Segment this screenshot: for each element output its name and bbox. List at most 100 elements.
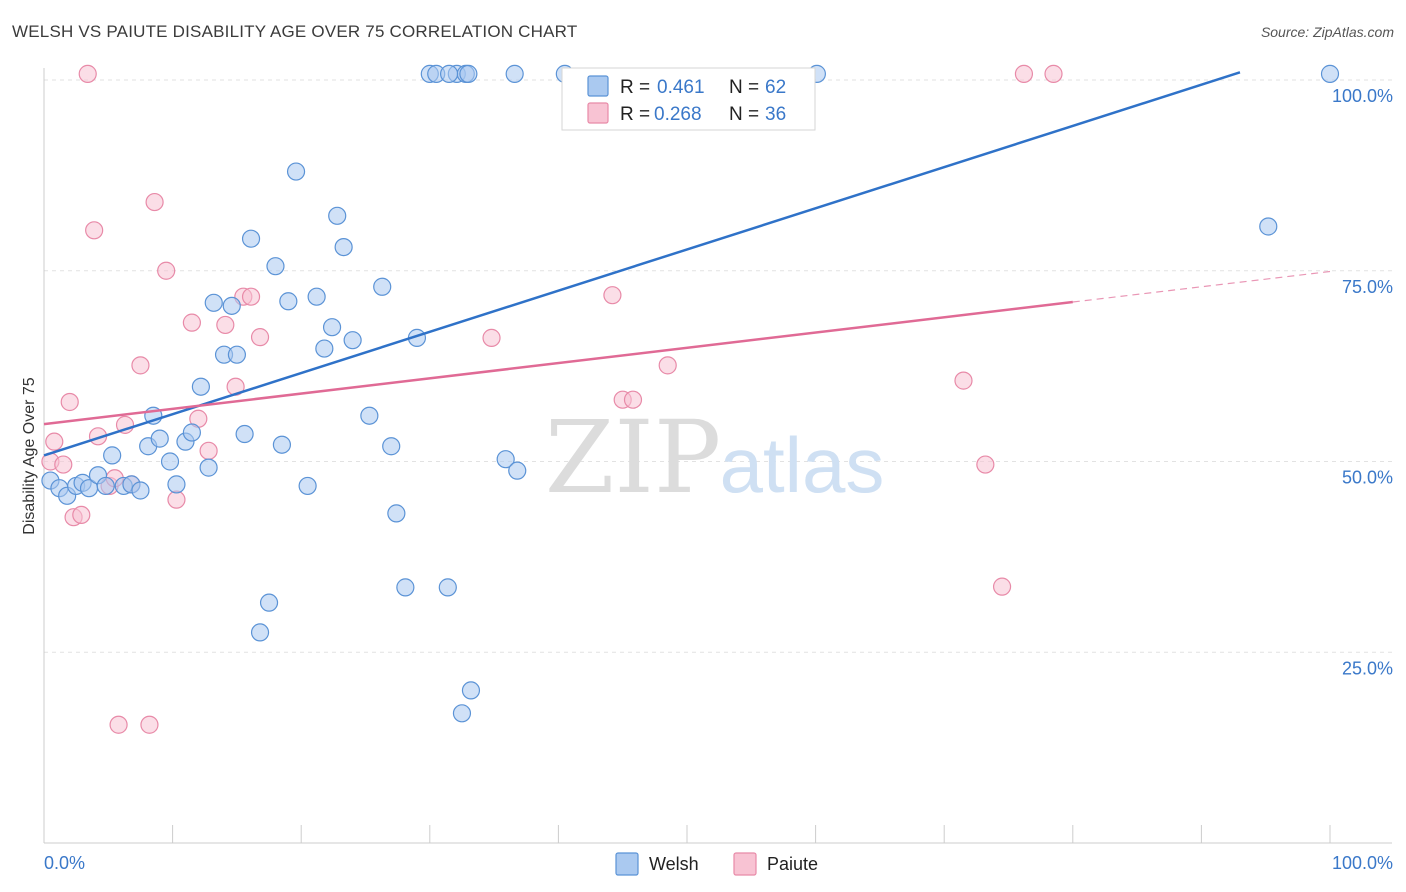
watermark-atlas: atlas [720,421,885,509]
welsh-point-57 [508,461,527,480]
welsh-point-14 [150,429,169,448]
x-tick-label-max: 100.0% [1332,853,1393,873]
welsh-point-20 [199,458,218,477]
welsh-point-37 [328,206,347,225]
welsh-point-55 [505,64,524,83]
x-tick-label-min: 0.0% [44,853,85,873]
paiute-point-5 [72,505,91,525]
legend-welsh-n-value: 62 [765,77,786,98]
welsh-point-31 [279,292,298,311]
paiute-point-21 [199,441,218,460]
paiute-point-1 [45,432,64,451]
welsh-point-41 [373,277,392,296]
paiute-point-31 [658,356,677,375]
welsh-point-30 [272,435,292,454]
paiute-point-14 [131,356,150,375]
welsh-point-48 [438,578,457,597]
regression-lines [43,71,1331,457]
welsh-point-42 [382,437,401,456]
legend-paiute-n-label: N = [729,104,759,125]
welsh-point-11 [131,481,150,500]
welsh-point-43 [387,504,406,523]
bottom-legend-paiute-label: Paiute [767,854,818,874]
watermark: ZIP atlas [545,399,885,516]
watermark-zip: ZIP [545,399,721,516]
welsh-point-34 [307,287,326,306]
paiute-point-32 [954,371,973,390]
legend-welsh-r-label: R = [620,77,650,98]
welsh-point-28 [259,593,279,612]
bottom-legend: Welsh Paiute [615,852,818,876]
welsh-point-61 [1320,64,1340,83]
welsh-point-26 [241,229,261,248]
paiute-point-33 [976,455,995,474]
paiute-point-34 [1014,64,1034,83]
paiute-point-30 [623,390,643,409]
paiute-point-2 [54,455,73,474]
bottom-legend-welsh-label: Welsh [649,854,699,874]
welsh-point-21 [204,293,223,312]
paiute-point-19 [182,313,201,332]
welsh-point-35 [315,339,334,358]
welsh-point-39 [343,331,362,350]
legend-box: R = 0.461 N = 62 R = 0.268 N = 36 [561,67,816,131]
paiute-point-22 [216,315,235,335]
paiute-point-15 [140,715,159,734]
paiute-point-26 [250,328,270,347]
welsh-point-60 [1259,217,1278,236]
legend-welsh-n-label: N = [729,77,759,98]
paiute-regression-line [43,300,1073,426]
welsh-point-24 [227,345,246,364]
welsh-point-23 [222,296,241,315]
welsh-point-33 [298,476,317,496]
paiute-point-35 [1044,64,1063,83]
legend-welsh-r-value: 0.461 [657,77,705,98]
welsh-point-16 [167,475,186,494]
welsh-point-36 [322,318,342,337]
y-tick-label-0: 25.0% [1342,658,1393,678]
paiute-point-11 [109,715,128,734]
legend-paiute-n-value: 36 [765,104,786,125]
source-label: Source: ZipAtlas.com [1260,24,1394,40]
welsh-point-25 [235,424,254,444]
legend-paiute-swatch [587,102,609,124]
legend-paiute-r-label: R = [620,104,650,125]
y-tick-label-3: 100.0% [1332,86,1393,106]
bottom-legend-paiute-swatch [733,852,757,876]
y-tick-label-1: 50.0% [1342,468,1393,488]
paiute-point-36 [992,577,1012,596]
paiute-point-6 [78,64,97,83]
welsh-points [41,64,1340,723]
y-tick-label-2: 75.0% [1342,277,1393,297]
welsh-point-29 [266,257,285,276]
welsh-point-32 [286,162,306,181]
welsh-point-18 [182,423,201,442]
y-tick-labels: 25.0% 50.0% 75.0% 100.0% [1332,86,1393,678]
paiute-point-18 [167,490,186,509]
welsh-point-7 [96,476,115,496]
paiute-point-25 [241,287,261,306]
welsh-point-53 [461,681,481,700]
chart-title: WELSH VS PAIUTE DISABILITY AGE OVER 75 C… [12,22,578,41]
welsh-regression-line [43,71,1241,457]
paiute-point-27 [482,328,501,347]
welsh-point-51 [439,64,459,83]
paiute-regression-extension [1072,270,1331,303]
legend-paiute-r-value: 0.268 [654,104,702,125]
legend-welsh-swatch [587,75,609,97]
paiute-point-17 [157,261,176,280]
paiute-point-28 [603,286,622,305]
grid-lines [44,79,1392,653]
welsh-point-15 [160,452,180,471]
welsh-point-27 [250,623,270,642]
welsh-point-19 [191,377,210,396]
welsh-point-54 [459,64,478,83]
welsh-point-56 [496,450,515,469]
paiute-point-3 [60,392,79,412]
welsh-point-44 [396,578,415,597]
welsh-point-38 [334,237,353,257]
paiute-point-16 [145,192,164,212]
x-tick-labels: 0.0% 100.0% [44,853,1393,873]
paiute-point-7 [85,221,104,240]
